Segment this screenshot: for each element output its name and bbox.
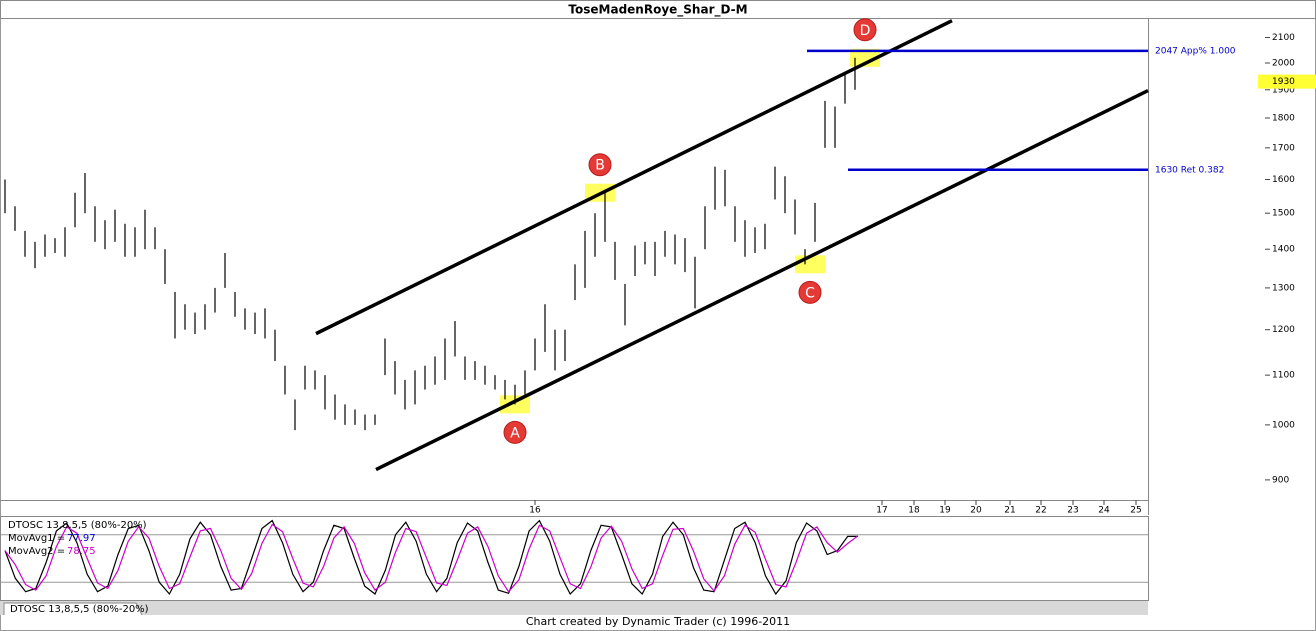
last-price-box (1258, 74, 1316, 89)
footer: Chart created by Dynamic Trader (c) 1996… (526, 615, 790, 628)
x-tick-label: 16 (529, 506, 541, 516)
legend-value: 77.97 (67, 533, 96, 544)
pivot-marker (588, 153, 612, 177)
pivot-highlight (850, 48, 880, 67)
channel-line (375, 89, 1149, 472)
y-tick-label: 1000 (1272, 420, 1295, 430)
x-tick-label: 20 (970, 506, 982, 516)
pivot-marker (798, 280, 822, 304)
osc-line (4, 519, 858, 596)
chart-title: ToseMadenRoye_Shar_D-M (568, 3, 747, 18)
osc-title: DTOSC 13,8,5,5 (80%-20%) (8, 520, 147, 531)
x-tick-label: 19 (939, 506, 951, 516)
legend-name: MovAvg2 = (8, 546, 65, 557)
pivot-label: D (860, 23, 871, 39)
tab-label[interactable]: DTOSC 13,8,5,5 (80%-20%) (10, 604, 149, 615)
legend-name: MovAvg1 = (8, 533, 65, 544)
y-tick-label: 1100 (1272, 371, 1295, 381)
x-tick-label: 24 (1098, 506, 1110, 516)
level-label: 2047 App% 1.000 (1155, 46, 1236, 56)
y-tick-label: 1500 (1272, 209, 1295, 219)
x-tick-label: 23 (1067, 506, 1078, 516)
pivot-marker (853, 18, 877, 42)
x-tick-label: 18 (908, 506, 920, 516)
y-tick-label: 1900 (1272, 85, 1295, 95)
pivot-label: A (510, 425, 520, 441)
level-label: 1630 Ret 0.382 (1155, 165, 1224, 175)
legend-value: 78.75 (67, 546, 96, 557)
y-tick-label: 1600 (1272, 175, 1295, 185)
pivot-label: C (805, 285, 815, 301)
x-tick-label: 25 (1130, 506, 1141, 516)
tab-strip (0, 601, 1148, 615)
y-tick-label: 2100 (1272, 33, 1295, 43)
y-tick-label: 2000 (1272, 58, 1295, 68)
y-tick-label: 1300 (1272, 283, 1295, 293)
y-tick-label: 1800 (1272, 114, 1295, 124)
y-tick-label: 900 (1272, 475, 1289, 485)
osc-line (4, 523, 859, 593)
y-tick-label: 1700 (1272, 143, 1295, 153)
pivot-marker (503, 420, 527, 444)
tab[interactable] (3, 602, 143, 616)
last-price-label: 1930 (1272, 77, 1295, 87)
x-tick-label: 17 (876, 506, 887, 516)
x-tick-label: 21 (1004, 506, 1015, 516)
y-tick-label: 1400 (1272, 245, 1295, 255)
pivot-label: B (595, 158, 605, 174)
channel-line (315, 19, 953, 336)
y-tick-label: 1200 (1272, 325, 1295, 335)
x-tick-label: 22 (1035, 506, 1046, 516)
oscillator-panel (0, 516, 1149, 601)
